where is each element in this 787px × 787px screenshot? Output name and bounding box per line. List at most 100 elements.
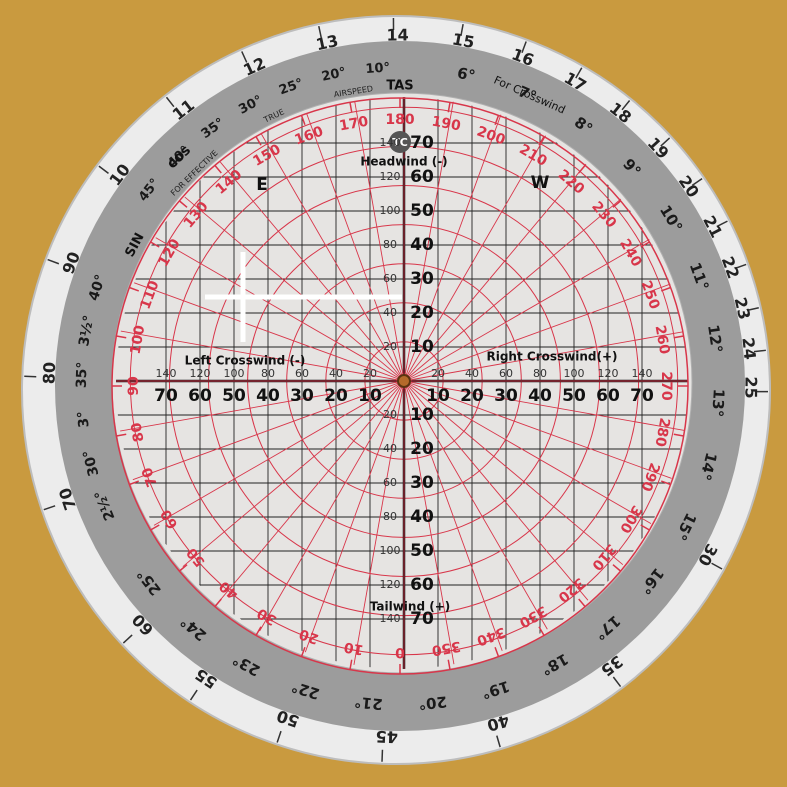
grid-minor-label: 40 [465, 367, 479, 380]
grid-axis-label: 70 [410, 133, 434, 153]
tc-label: TC [392, 136, 408, 149]
radial-line [181, 194, 405, 382]
radial-line [403, 380, 550, 633]
grid-axis-label: 60 [410, 575, 434, 595]
outer-tick [575, 67, 583, 79]
radial-line [217, 380, 405, 604]
radial-line [403, 380, 455, 667]
grid-axis-label: 60 [410, 167, 434, 187]
gray-ring-label: 12° [704, 323, 726, 354]
center-grommet [397, 374, 411, 388]
outer-scale-label: 15 [451, 29, 476, 52]
compass-tick [349, 102, 353, 113]
radial-line [403, 108, 504, 382]
grid-minor-label: 120 [190, 367, 211, 380]
outer-tick [746, 306, 759, 312]
outer-scale-label: 23 [731, 295, 754, 321]
radial-line [403, 129, 550, 382]
grid-minor-label: 140 [156, 367, 177, 380]
compass-label: 350 [430, 638, 462, 659]
radial-line [403, 235, 656, 382]
compass-tick [494, 115, 500, 126]
compass-tick [255, 136, 262, 146]
grid-minor-label: 60 [383, 476, 397, 489]
grid-minor-label: 20 [383, 340, 397, 353]
grid-layer [116, 97, 688, 669]
compass-tick [300, 646, 306, 657]
gray-ring-label: 40° [86, 273, 109, 303]
compass-label: 100 [128, 324, 149, 356]
gray-ring-label: 35° [74, 361, 91, 388]
gray-ring-label: 30° [80, 448, 102, 478]
grid-axis-label: 10 [410, 405, 434, 425]
outer-tick [47, 258, 60, 265]
gray-ring-label: 20° [320, 65, 347, 85]
grid-axis-label: 20 [410, 303, 434, 323]
grid-axis-label: 10 [358, 386, 382, 406]
grid-axis-label: 10 [410, 337, 434, 357]
grid-minor-label: 60 [499, 367, 513, 380]
radial-line [118, 330, 405, 382]
grid-minor-label: 40 [383, 306, 397, 319]
grid-axis-label: 50 [410, 541, 434, 561]
compass-label: 10 [343, 638, 365, 657]
compass-tick [349, 659, 353, 670]
grid-axis-label: 40 [410, 235, 434, 255]
outer-tick [165, 96, 175, 108]
compass-label: 170 [338, 114, 370, 135]
radial-line [403, 194, 627, 382]
outer-tick [43, 505, 56, 511]
outer-scale-label: 14 [386, 25, 408, 44]
grid-axis-label: 30 [410, 269, 434, 289]
outer-tick [98, 165, 109, 174]
grid-axis-label: 30 [290, 386, 314, 406]
outer-tick [734, 263, 747, 270]
grid-axis-label: 10 [426, 386, 450, 406]
outer-tick [276, 730, 282, 743]
gray-ring-label: 7° [516, 82, 540, 106]
compass-label: 80 [128, 421, 147, 443]
radial-line [304, 380, 405, 654]
compass-label: 20 [297, 625, 321, 647]
compass-tick [612, 564, 622, 572]
outer-scale-label: 24 [738, 336, 759, 360]
compass-tick [640, 524, 650, 531]
grid-axis-label: 50 [222, 386, 246, 406]
grid-axis-label: 40 [528, 386, 552, 406]
radial-line [131, 380, 405, 481]
outer-tick [122, 634, 133, 644]
outer-tick [753, 349, 766, 353]
compass-tick [150, 524, 160, 531]
tc-marker [389, 131, 411, 153]
grid-minor-label: 40 [383, 442, 397, 455]
compass-tick [673, 335, 684, 339]
grid-axis-label: 60 [596, 386, 620, 406]
radial-line [403, 97, 455, 382]
tas-label: TAS [386, 79, 413, 94]
gray-ring-label: 3½° [76, 314, 97, 348]
grid-axis-label: 60 [188, 386, 212, 406]
grid-axis-label: 30 [494, 386, 518, 406]
compass-label: 270 [658, 371, 674, 400]
compass-tick [538, 136, 545, 146]
outer-tick [691, 177, 703, 187]
compass-label: 280 [651, 416, 672, 448]
outer-tick [241, 51, 248, 63]
outer-tick [711, 562, 723, 570]
east-label: E [256, 175, 268, 195]
grid-minor-label: 60 [383, 272, 397, 285]
radial-line [403, 281, 677, 382]
radial-line [403, 380, 656, 527]
compass-tick [538, 626, 545, 636]
compass-tick [300, 115, 306, 126]
grid-minor-label: 140 [380, 612, 401, 625]
outer-scale-label: 13 [314, 31, 340, 54]
compass-tick [578, 164, 586, 174]
outer-tick [612, 676, 622, 688]
outer-tick [189, 689, 198, 701]
compass-tick [178, 564, 188, 572]
grid-minor-label: 80 [383, 510, 397, 523]
radial-line [353, 380, 405, 667]
outer-scale-label: 25 [741, 376, 760, 398]
